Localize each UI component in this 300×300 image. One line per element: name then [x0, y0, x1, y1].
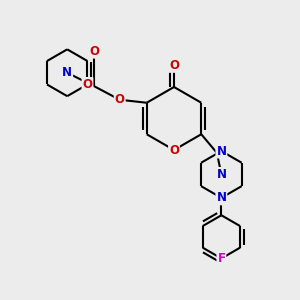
Text: N: N: [216, 168, 226, 181]
Text: F: F: [218, 252, 225, 265]
Text: O: O: [169, 143, 179, 157]
Text: O: O: [82, 78, 92, 91]
Text: O: O: [89, 45, 99, 58]
Text: O: O: [115, 93, 125, 106]
Text: N: N: [216, 191, 226, 204]
Text: O: O: [169, 59, 179, 72]
Text: N: N: [216, 145, 226, 158]
Text: N: N: [62, 66, 72, 79]
